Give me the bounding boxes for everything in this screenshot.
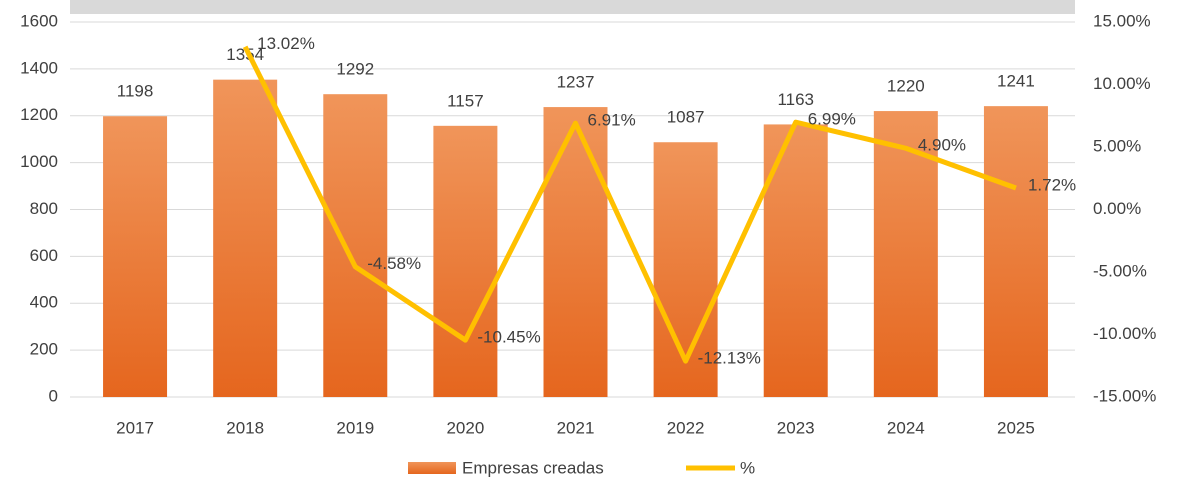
line-value-label: 1.72% [1028, 175, 1076, 194]
y-tick-label: 1600 [20, 11, 58, 30]
y2-tick-label: -10.00% [1093, 324, 1156, 343]
y-tick-label: 0 [49, 386, 58, 405]
y2-tick-label: -15.00% [1093, 386, 1156, 405]
bar-value-label: 1354 [226, 45, 264, 64]
y-tick-label: 200 [30, 340, 58, 359]
bar [103, 116, 168, 397]
y-tick-label: 400 [30, 293, 58, 312]
y2-tick-label: 5.00% [1093, 136, 1141, 155]
y2-tick-label: -5.00% [1093, 261, 1147, 280]
bar-value-label: 1292 [336, 60, 374, 79]
bar [983, 106, 1048, 397]
legend-swatch [408, 462, 456, 474]
line-value-label: 6.91% [588, 111, 636, 130]
bar [323, 94, 388, 397]
line-value-label: 13.02% [257, 34, 315, 53]
bar-value-label: 1087 [667, 108, 705, 127]
line-value-label: 6.99% [808, 110, 856, 129]
y-tick-label: 1200 [20, 105, 58, 124]
x-tick-label: 2017 [116, 418, 154, 437]
bar [873, 111, 938, 397]
bar [543, 107, 608, 397]
bar [213, 79, 278, 397]
bar-value-label: 1220 [887, 77, 925, 96]
y2-tick-label: 0.00% [1093, 199, 1141, 218]
y-tick-label: 600 [30, 246, 58, 265]
x-tick-label: 2025 [997, 418, 1035, 437]
line-value-label: -12.13% [698, 349, 761, 368]
x-tick-label: 2021 [557, 418, 595, 437]
bar-value-label: 1241 [997, 72, 1035, 91]
x-tick-label: 2019 [336, 418, 374, 437]
legend-label: % [740, 458, 755, 477]
x-tick-label: 2020 [446, 418, 484, 437]
bar-value-label: 1237 [557, 73, 595, 92]
y-tick-label: 1000 [20, 152, 58, 171]
x-tick-label: 2023 [777, 418, 815, 437]
x-tick-label: 2018 [226, 418, 264, 437]
y2-tick-label: 15.00% [1093, 11, 1151, 30]
bar [653, 142, 718, 397]
bar-value-label: 1163 [777, 90, 814, 109]
bar [433, 125, 498, 397]
y2-tick-label: 10.00% [1093, 74, 1151, 93]
bar-value-label: 1157 [447, 91, 484, 110]
legend-label: Empresas creadas [462, 458, 604, 477]
line-value-label: -4.58% [367, 254, 421, 273]
y-tick-label: 1400 [20, 58, 58, 77]
x-tick-label: 2024 [887, 418, 925, 437]
x-tick-label: 2022 [667, 418, 705, 437]
line [242, 45, 1017, 364]
bar-value-label: 1198 [117, 82, 154, 101]
line-value-label: -10.45% [477, 328, 540, 347]
line-value-label: 4.90% [918, 136, 966, 155]
y-tick-label: 800 [30, 199, 58, 218]
title-band [70, 0, 1075, 14]
